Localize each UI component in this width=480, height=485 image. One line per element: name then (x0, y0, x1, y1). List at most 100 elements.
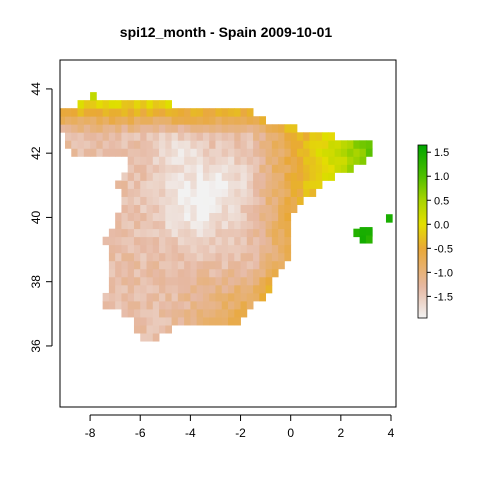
raster-cell (190, 172, 198, 181)
raster-cell (140, 228, 147, 238)
raster-cell (152, 325, 160, 334)
raster-cell (171, 228, 179, 238)
raster-cell (115, 220, 122, 230)
raster-cell (240, 260, 248, 270)
raster-cell (171, 260, 179, 270)
raster-cell (184, 140, 191, 149)
raster-cell (152, 180, 160, 189)
raster-cell (228, 164, 235, 173)
raster-cell (159, 124, 166, 133)
raster-cell (121, 292, 129, 302)
raster-cell (127, 220, 135, 230)
raster-cell (284, 148, 292, 157)
raster-cell (102, 148, 110, 157)
raster-cell (359, 156, 367, 165)
raster-cell (177, 196, 185, 205)
raster-cell (152, 148, 160, 157)
raster-cell (133, 252, 141, 262)
raster-cell (353, 140, 361, 149)
raster-cell (159, 116, 166, 125)
raster-cell (140, 172, 147, 181)
raster-cell (140, 196, 147, 205)
raster-cell (65, 140, 72, 149)
raster-cell (159, 309, 166, 318)
raster-cell (190, 204, 198, 214)
raster-cell (152, 116, 160, 125)
raster-cell (115, 212, 122, 222)
raster-cell (121, 172, 129, 181)
raster-cell (246, 204, 254, 214)
raster-cell (171, 156, 179, 165)
raster-cell (290, 188, 298, 197)
raster-cell (146, 172, 154, 181)
raster-cell (127, 140, 135, 149)
raster-cell (77, 124, 85, 133)
raster-cell (108, 244, 116, 254)
raster-cell (146, 325, 154, 334)
raster-cell (159, 300, 166, 310)
raster-cell (177, 268, 185, 278)
raster-cell (271, 212, 279, 222)
raster-cell (202, 140, 210, 149)
raster-cell (196, 116, 204, 125)
raster-cell (284, 164, 292, 173)
raster-cell (140, 317, 147, 326)
raster-cell (127, 236, 135, 246)
raster-cell (146, 148, 154, 157)
raster-cell (196, 204, 204, 214)
raster-cell (108, 116, 116, 125)
raster-cell (284, 212, 292, 222)
raster-cell (259, 236, 267, 246)
raster-cell (303, 156, 310, 165)
raster-cell (259, 220, 267, 230)
raster-cell (159, 180, 166, 189)
raster-cell (190, 252, 198, 262)
raster-cell (83, 108, 91, 117)
raster-cell (209, 188, 216, 197)
raster-cell (259, 156, 267, 165)
raster-cell (146, 220, 154, 230)
raster-cell (140, 108, 147, 117)
raster-cell (315, 156, 323, 165)
raster-cell (322, 140, 329, 149)
raster-cell (240, 220, 248, 230)
raster-cell (209, 292, 216, 302)
raster-cell (278, 244, 285, 254)
raster-cell (190, 260, 198, 270)
raster-cell (190, 276, 198, 286)
raster-cell (177, 164, 185, 173)
raster-cell (202, 180, 210, 189)
raster-cell (165, 220, 172, 230)
raster-cell (334, 148, 342, 157)
raster-cell (228, 156, 235, 165)
raster-cell (240, 172, 248, 181)
raster-cell (133, 284, 141, 294)
legend-tick-label: 1.5 (434, 147, 449, 159)
raster-cell (278, 164, 285, 173)
raster-cell (102, 300, 110, 310)
raster-cell (246, 124, 254, 133)
raster-cell (190, 180, 198, 189)
raster-cell (159, 317, 166, 326)
raster-cell (159, 172, 166, 181)
raster-cell (165, 236, 172, 246)
raster-cell (152, 156, 160, 165)
raster-cell (202, 148, 210, 157)
raster-cell (296, 156, 304, 165)
raster-cell (152, 244, 160, 254)
raster-cell (133, 156, 141, 165)
raster-cell (133, 300, 141, 310)
raster-cell (202, 309, 210, 318)
raster-cell (221, 180, 229, 189)
raster-cell (303, 188, 310, 197)
raster-cell (152, 132, 160, 141)
raster-cell (140, 164, 147, 173)
raster-cell (315, 180, 323, 189)
raster-cell (152, 333, 160, 342)
raster-cell (365, 235, 373, 244)
raster-cell (196, 172, 204, 181)
raster-cell (271, 172, 279, 181)
raster-cell (202, 260, 210, 270)
raster-cell (159, 236, 166, 246)
